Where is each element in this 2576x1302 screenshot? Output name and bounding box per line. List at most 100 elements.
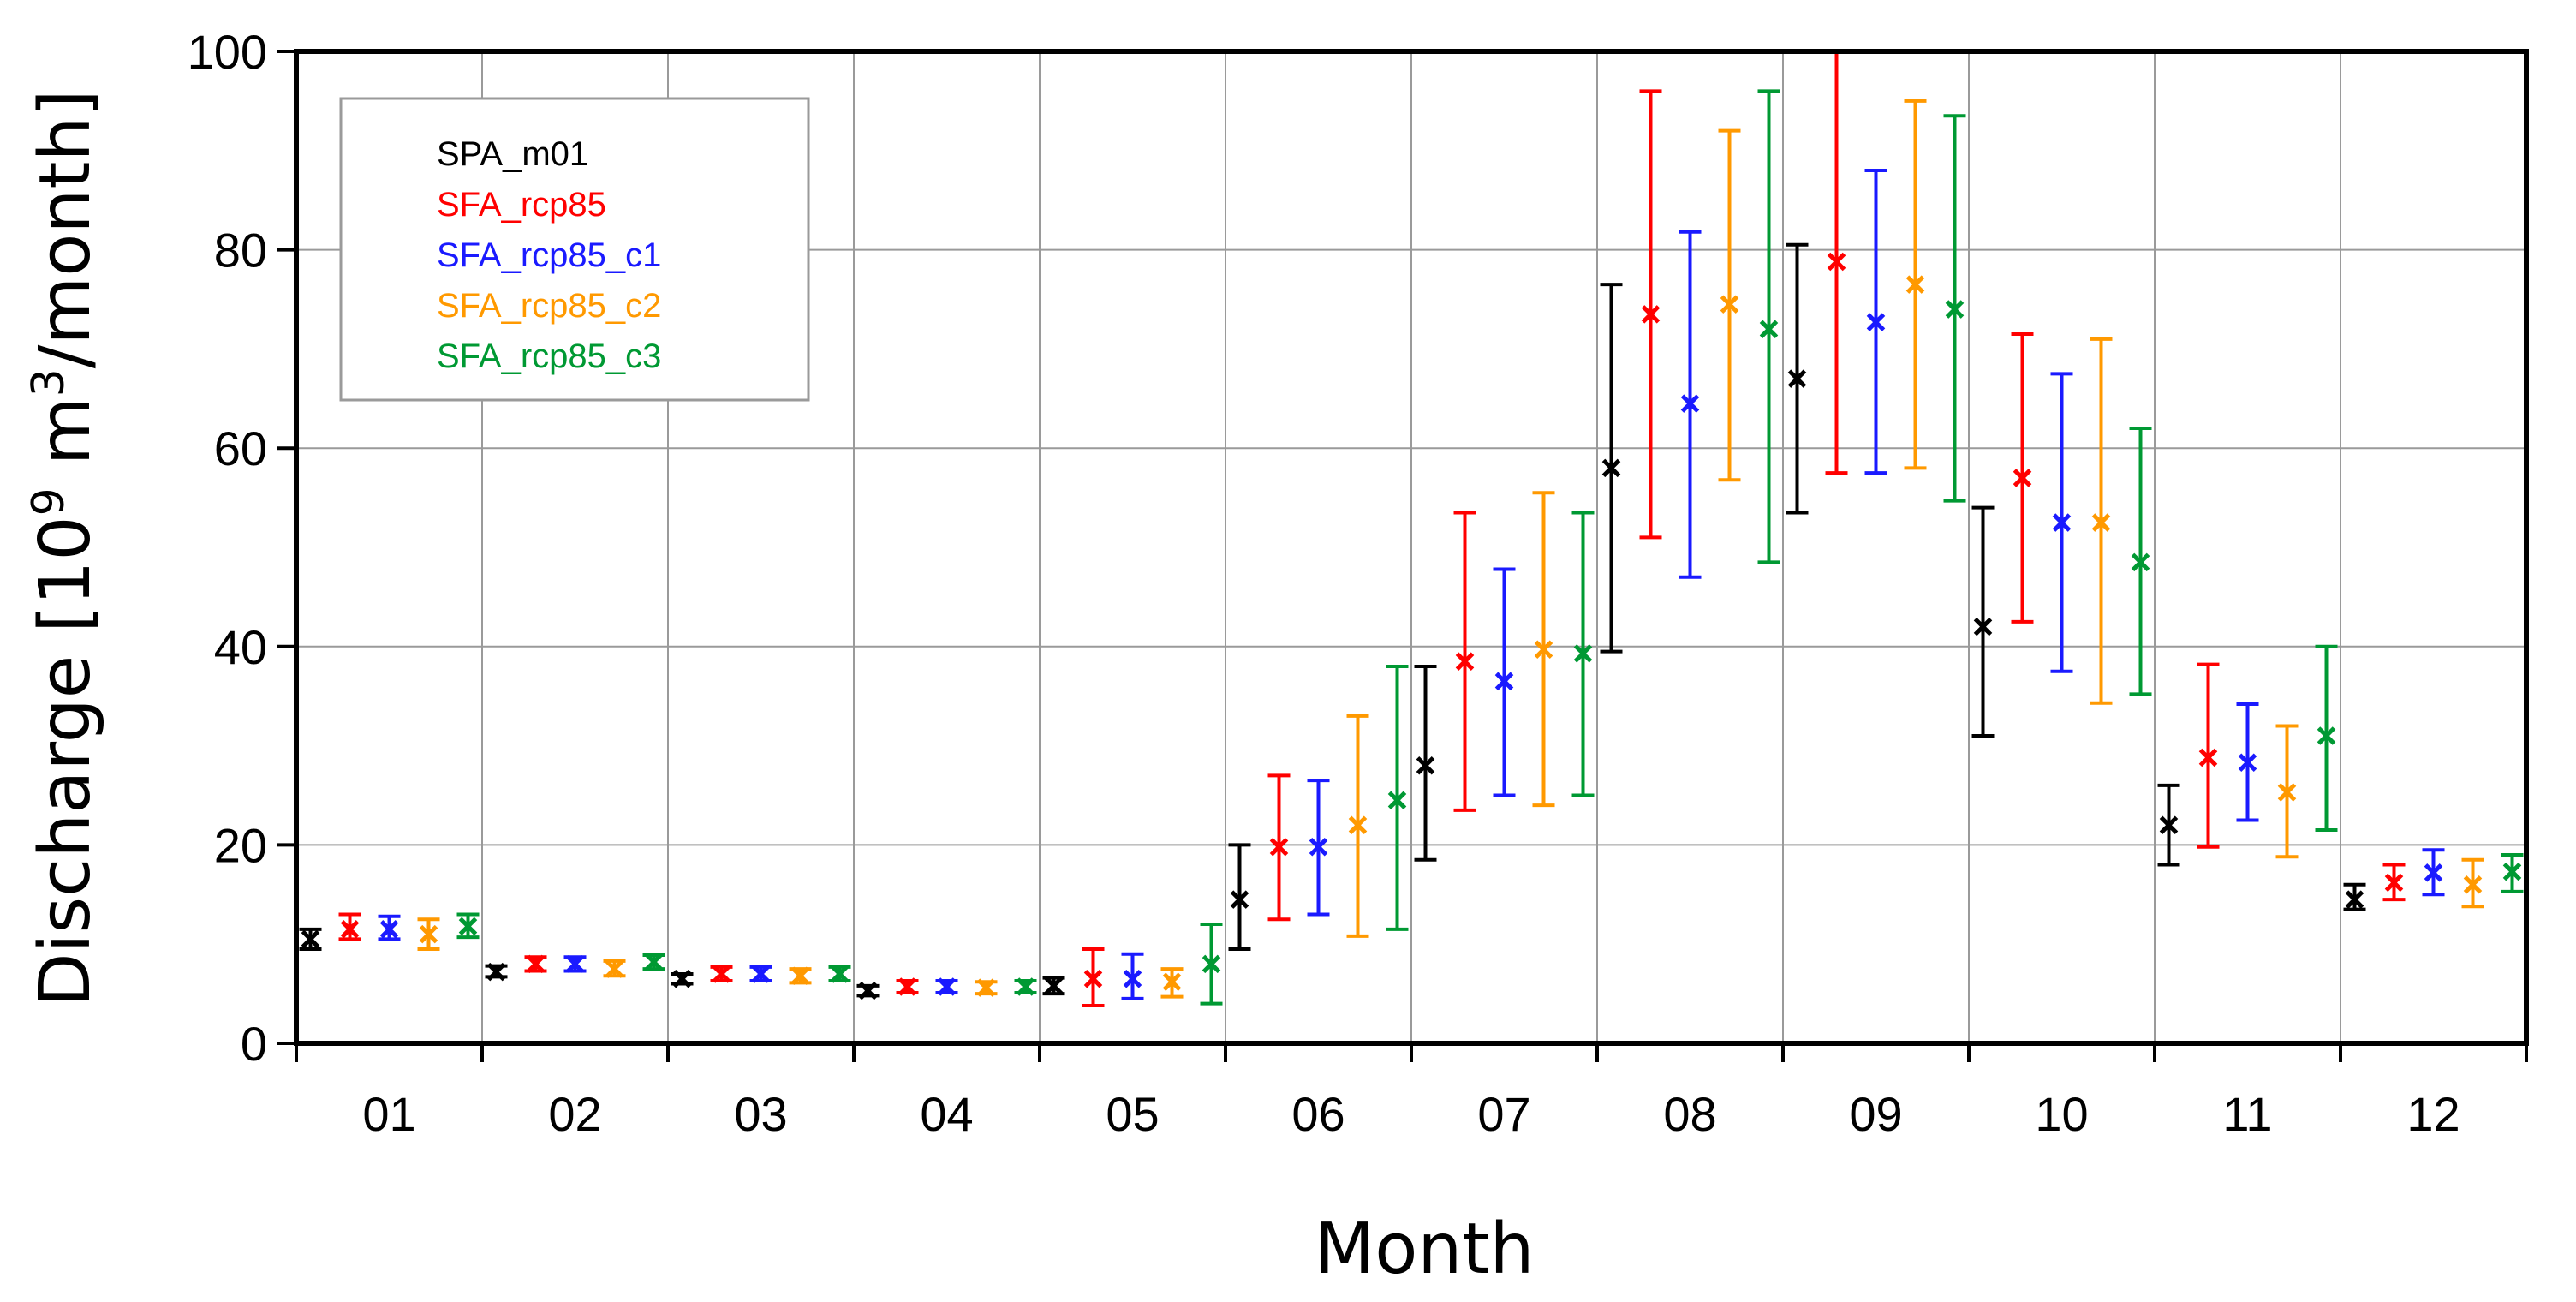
data-point (419, 924, 438, 944)
series-SFA_rcp85_c3 (456, 89, 2524, 1006)
data-point (1387, 791, 1407, 810)
data-point (2159, 815, 2179, 835)
legend: SPA_m01 SFA_rcp85 SFA_rcp85_c1 SFA_rcp85_c2… (339, 97, 810, 402)
data-point (2012, 469, 2032, 487)
data-point (1044, 977, 1064, 995)
data-point (2384, 873, 2404, 893)
data-point (1759, 320, 1779, 339)
data-point (379, 920, 399, 939)
series-SPA_m01 (299, 242, 2366, 1000)
data-point (1720, 295, 1739, 314)
x-tick-label: 09 (1849, 1087, 1902, 1141)
y-tick-label: 40 (214, 620, 267, 674)
data-point (937, 977, 957, 996)
y-tick-label: 20 (214, 818, 267, 872)
y-tick-label: 80 (214, 224, 267, 278)
legend-entry: SFA_rcp85 (437, 186, 606, 224)
data-point (1680, 394, 1700, 413)
x-tick-label: 06 (1291, 1087, 1345, 1141)
data-point (1601, 458, 1621, 478)
data-point (1905, 275, 1925, 294)
data-point (1573, 644, 1593, 663)
data-point (897, 977, 917, 996)
data-point (2317, 726, 2336, 745)
data-point (1202, 954, 1221, 974)
data-marks (299, 50, 2524, 1007)
data-point (1309, 837, 1328, 857)
x-tick-label: 01 (362, 1087, 415, 1141)
legend-box (339, 97, 810, 402)
y-axis-title-prefix: Discharge [10 (25, 516, 106, 1006)
y-axis-title-suffix: /month] (25, 89, 106, 368)
data-point (858, 981, 878, 1000)
data-point (1016, 977, 1035, 996)
data-point (1641, 305, 1661, 324)
x-tick-label: 02 (548, 1087, 601, 1141)
axis-ticks: 0 20 40 60 80 100 01 02 03 04 05 06 07 08 09 10 11 12 (188, 25, 2528, 1141)
data-point (830, 965, 850, 983)
data-point (486, 962, 506, 982)
data-point (2052, 513, 2072, 532)
data-point (644, 953, 664, 971)
data-point (2091, 513, 2111, 532)
x-axis-title: Month (1314, 1209, 1534, 1290)
series-SFA_rcp85_c2 (417, 99, 2484, 999)
data-point (1866, 313, 1886, 331)
legend-entry: SFA_rcp85_c1 (437, 236, 661, 274)
data-point (458, 917, 478, 936)
data-point (1083, 969, 1103, 988)
data-point (976, 978, 996, 997)
x-tick-label: 07 (1477, 1087, 1530, 1141)
y-tick-label: 100 (188, 25, 267, 79)
data-point (2198, 748, 2218, 767)
data-point (1973, 617, 1993, 636)
y-axis-title-exponent-9: 9 (23, 487, 75, 516)
y-axis-title: Discharge [109 m3/month] (23, 89, 106, 1006)
y-tick-label: 60 (214, 421, 267, 475)
data-point (2238, 753, 2257, 773)
data-point (2424, 863, 2443, 882)
data-point (2502, 862, 2522, 881)
data-point (1494, 672, 1514, 691)
data-point (301, 929, 320, 949)
x-tick-label: 03 (734, 1087, 787, 1141)
data-point (1162, 972, 1182, 991)
data-point (340, 920, 360, 939)
x-tick-label: 12 (2406, 1087, 2460, 1141)
series-SFA_rcp85 (338, 50, 2406, 1007)
data-point (2277, 783, 2297, 802)
data-point (672, 969, 692, 988)
y-axis-title-unit: m (25, 397, 106, 487)
legend-entry: SPA_m01 (437, 135, 588, 173)
data-point (1416, 756, 1435, 775)
y-axis-title-exponent-3: 3 (23, 368, 75, 397)
y-tick-label: 0 (241, 1017, 267, 1071)
data-point (751, 965, 771, 983)
data-point (2345, 890, 2364, 909)
x-tick-label: 08 (1663, 1087, 1716, 1141)
x-tick-label: 11 (2222, 1087, 2272, 1141)
data-point (1348, 815, 1368, 835)
data-point (565, 954, 585, 974)
legend-entry: SFA_rcp85_c2 (437, 287, 661, 325)
data-point (2463, 875, 2483, 894)
data-point (1945, 300, 1965, 319)
x-tick-label: 10 (2035, 1087, 2088, 1141)
data-point (1230, 890, 1249, 909)
data-point (1455, 652, 1475, 671)
data-point (1827, 252, 1846, 272)
data-point (1534, 640, 1553, 660)
data-point (790, 966, 810, 986)
series-SFA_rcp85_c1 (378, 168, 2445, 1000)
data-point (526, 954, 546, 974)
data-point (605, 959, 624, 978)
x-tick-label: 05 (1106, 1087, 1159, 1141)
data-point (2131, 552, 2150, 572)
x-tick-label: 04 (920, 1087, 973, 1141)
legend-entry: SFA_rcp85_c3 (437, 337, 661, 375)
data-point (712, 965, 731, 983)
data-point (1123, 969, 1142, 988)
data-point (1269, 837, 1289, 857)
data-point (1787, 369, 1807, 388)
